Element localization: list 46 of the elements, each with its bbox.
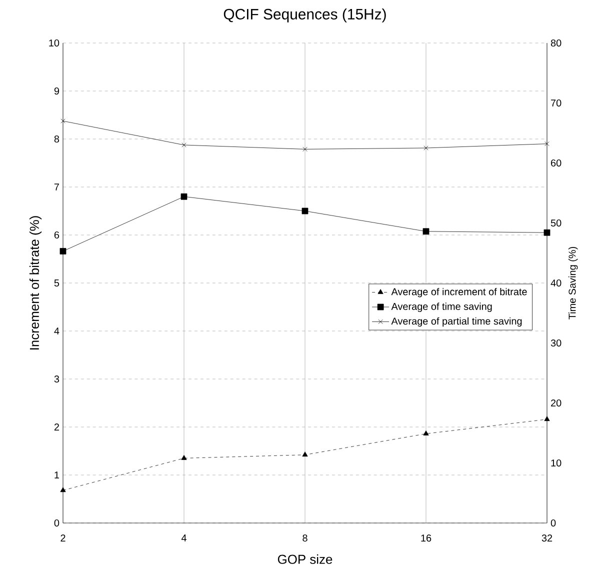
- x-tick-label: 32: [542, 534, 552, 542]
- point: [180, 193, 188, 200]
- y-tick-label: 2: [54, 424, 59, 430]
- y2-tick-label: 40: [550, 279, 562, 287]
- y-tick-label: 5: [54, 280, 60, 286]
- y-tick-label: 7: [54, 184, 59, 190]
- point: [302, 146, 308, 152]
- y2-tick-label: 80: [550, 39, 562, 47]
- point: [544, 141, 550, 146]
- point: [60, 118, 66, 124]
- point: [181, 455, 187, 460]
- y-axis-title: Increment of bitrate (%): [29, 216, 42, 350]
- y2-axis-title: Time Saving (%): [568, 246, 578, 320]
- y-tick-label: 10: [49, 39, 60, 47]
- point: [302, 452, 308, 457]
- legend-label: Average of increment of bitrate: [391, 288, 527, 298]
- y2-tick-label: 50: [550, 219, 562, 227]
- point: [302, 208, 308, 214]
- point: [422, 228, 430, 235]
- y-tick-label: 0: [54, 519, 60, 527]
- y2-tick-label: 60: [551, 159, 562, 167]
- point: [424, 146, 428, 150]
- y2-tick-label: 10: [551, 459, 562, 467]
- x-tick-label: 8: [302, 534, 308, 542]
- y-tick-label: 1: [54, 472, 59, 478]
- y2-tick-label: 30: [550, 339, 562, 347]
- y-tick-label: 9: [54, 87, 60, 95]
- point: [60, 487, 66, 492]
- y-tick-label: 3: [54, 375, 60, 383]
- y-tick-label: 6: [54, 231, 60, 239]
- legend-label: Average of partial time saving: [391, 317, 522, 327]
- y-tick-label: 4: [54, 328, 60, 334]
- y-tick-label: 8: [54, 135, 60, 143]
- y2-tick-label: 0: [550, 519, 556, 527]
- y2-tick-label: 20: [551, 399, 562, 407]
- x-tick-label: 2: [60, 534, 66, 542]
- legend-label: Average of time saving: [391, 302, 492, 312]
- x-tick-label: 16: [421, 534, 432, 542]
- point: [544, 229, 550, 236]
- x-axis-title: GOP size: [278, 554, 332, 564]
- chart-title: QCIF Sequences (15Hz): [224, 8, 386, 22]
- x-tick-label: 4: [181, 534, 186, 542]
- point: [423, 430, 429, 436]
- point: [182, 142, 186, 148]
- y2-tick-label: 70: [551, 99, 562, 107]
- point: [60, 248, 66, 254]
